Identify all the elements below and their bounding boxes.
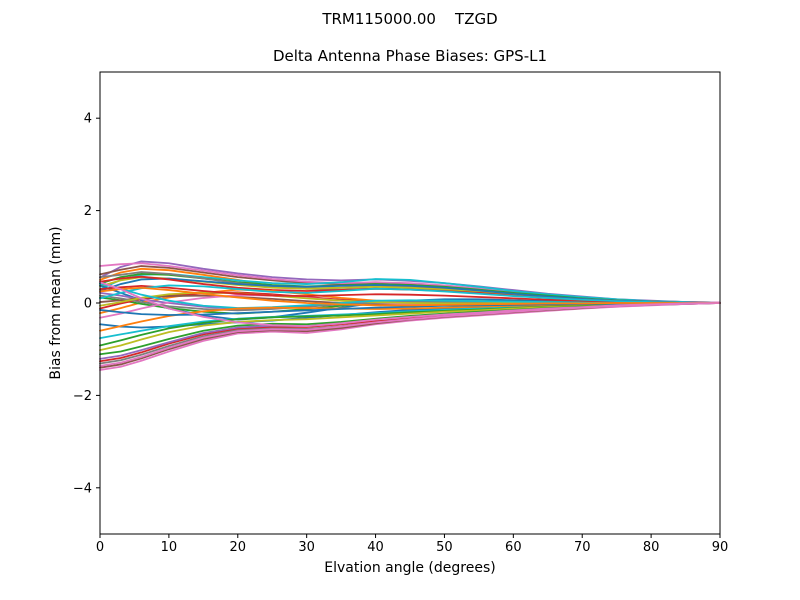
series-group [99,260,721,371]
y-tick-label: −4 [73,481,92,496]
x-tick-label: 70 [574,540,591,555]
x-tick-label: 40 [367,540,384,555]
x-tick-label: 0 [96,540,104,555]
y-tick-label: 2 [84,204,92,219]
series-line [99,286,721,307]
y-axis-label: Bias from mean (mm) [48,226,64,380]
y-tick-label: 4 [84,112,92,127]
y-tick-label: 0 [84,297,92,312]
figure-subtitle: Delta Antenna Phase Biases: GPS-L1 [272,47,548,65]
x-tick-label: 80 [643,540,660,555]
x-tick-label: 10 [161,540,178,555]
ticks-group: 0 10 20 30 40 50 60 70 80 90 −4 −2 0 2 4 [73,112,728,555]
x-axis-label: Elvation angle (degrees) [324,560,496,576]
x-tick-label: 30 [298,540,315,555]
x-tick-label: 60 [505,540,522,555]
x-tick-label: 90 [712,540,729,555]
x-tick-label: 50 [436,540,453,555]
axes-frame [99,71,721,535]
series-line [99,284,721,304]
x-tick-label: 20 [230,540,247,555]
y-tick-label: −2 [73,389,92,404]
figure-title: TRM115000.00 TZGD [322,10,498,28]
series-line [99,281,721,328]
